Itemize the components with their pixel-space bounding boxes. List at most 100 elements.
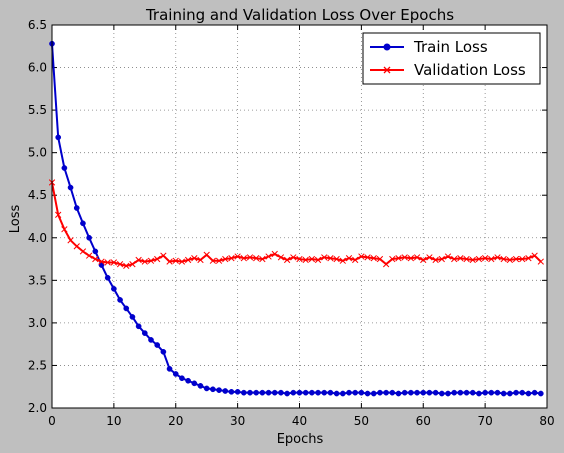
x-tick-label: 0	[48, 414, 56, 428]
data-point	[283, 256, 291, 264]
data-point	[104, 274, 111, 281]
data-point	[117, 297, 123, 303]
data-point	[253, 255, 260, 262]
chart-title: Training and Validation Loss Over Epochs	[145, 6, 454, 24]
data-point	[352, 389, 359, 396]
data-point	[500, 390, 507, 397]
data-point	[420, 389, 427, 396]
data-point	[178, 258, 186, 265]
data-point	[197, 383, 204, 389]
data-point	[172, 257, 179, 264]
data-point	[85, 252, 93, 259]
data-point	[432, 256, 439, 264]
x-tick-label: 50	[354, 414, 369, 428]
data-point	[513, 389, 519, 396]
data-point	[129, 261, 136, 268]
data-point	[123, 305, 130, 312]
data-point	[315, 389, 321, 396]
data-point	[395, 255, 402, 262]
data-point	[345, 255, 353, 262]
data-point	[259, 389, 266, 396]
y-tick-label: 5.0	[28, 146, 47, 160]
data-point	[265, 253, 272, 260]
data-point	[463, 255, 470, 263]
data-point	[148, 337, 154, 343]
data-point	[296, 389, 303, 396]
y-tick-label: 3.5	[28, 273, 47, 287]
data-point	[445, 390, 451, 397]
data-point	[537, 390, 544, 397]
x-tick-label: 20	[168, 414, 183, 428]
data-point	[240, 389, 247, 396]
legend: Train Loss Validation Loss	[362, 32, 541, 85]
x-tick-label: 70	[477, 414, 492, 428]
data-point	[408, 389, 414, 396]
y-tick-label: 2.5	[28, 358, 47, 372]
data-point	[321, 389, 328, 396]
data-point	[135, 323, 142, 330]
data-point	[401, 254, 408, 261]
data-point	[210, 386, 216, 393]
data-point	[346, 389, 352, 396]
data-point	[209, 257, 217, 264]
data-point	[537, 258, 544, 265]
data-point	[141, 330, 148, 336]
data-point	[475, 255, 483, 263]
data-point	[525, 255, 532, 262]
data-point	[438, 255, 445, 263]
data-point	[110, 259, 118, 266]
x-tick-label: 30	[230, 414, 245, 428]
data-point	[382, 261, 390, 268]
y-tick-label: 6.5	[28, 18, 47, 32]
data-point	[247, 389, 253, 396]
data-point	[506, 256, 514, 264]
data-point	[420, 256, 427, 264]
data-point	[135, 256, 142, 264]
data-point	[234, 388, 241, 395]
data-point	[339, 257, 346, 264]
legend-box	[362, 32, 541, 85]
data-point	[215, 257, 223, 264]
data-point	[414, 389, 420, 396]
data-point	[457, 389, 464, 396]
data-point	[512, 255, 520, 263]
data-point	[184, 256, 192, 264]
data-point	[203, 385, 210, 392]
data-point	[147, 257, 155, 264]
data-point	[383, 389, 389, 396]
data-point	[222, 255, 229, 263]
data-point	[259, 255, 266, 263]
data-point	[401, 389, 408, 396]
data-point	[364, 254, 371, 261]
data-point	[55, 134, 62, 141]
data-point	[302, 389, 309, 396]
y-tick-label: 5.5	[28, 103, 47, 117]
data-point	[290, 254, 297, 261]
x-tick-label: 60	[416, 414, 431, 428]
data-point	[92, 255, 99, 263]
data-point	[494, 254, 501, 261]
data-point	[426, 389, 433, 396]
data-point	[197, 256, 204, 264]
data-point	[154, 342, 161, 348]
data-point	[339, 390, 346, 397]
y-tick-label: 3.0	[28, 316, 47, 330]
data-point	[488, 255, 495, 263]
data-point	[364, 390, 371, 397]
data-point	[309, 389, 315, 396]
data-point	[488, 389, 495, 396]
data-point	[482, 389, 488, 396]
data-point	[166, 258, 173, 265]
data-point	[358, 253, 365, 260]
data-point	[476, 390, 482, 397]
data-point	[222, 388, 229, 394]
data-point	[426, 254, 433, 261]
data-point	[160, 252, 167, 259]
data-point	[73, 243, 80, 250]
data-point	[500, 255, 507, 263]
data-point	[61, 165, 68, 171]
plot-area	[52, 25, 547, 408]
data-point	[451, 255, 458, 263]
